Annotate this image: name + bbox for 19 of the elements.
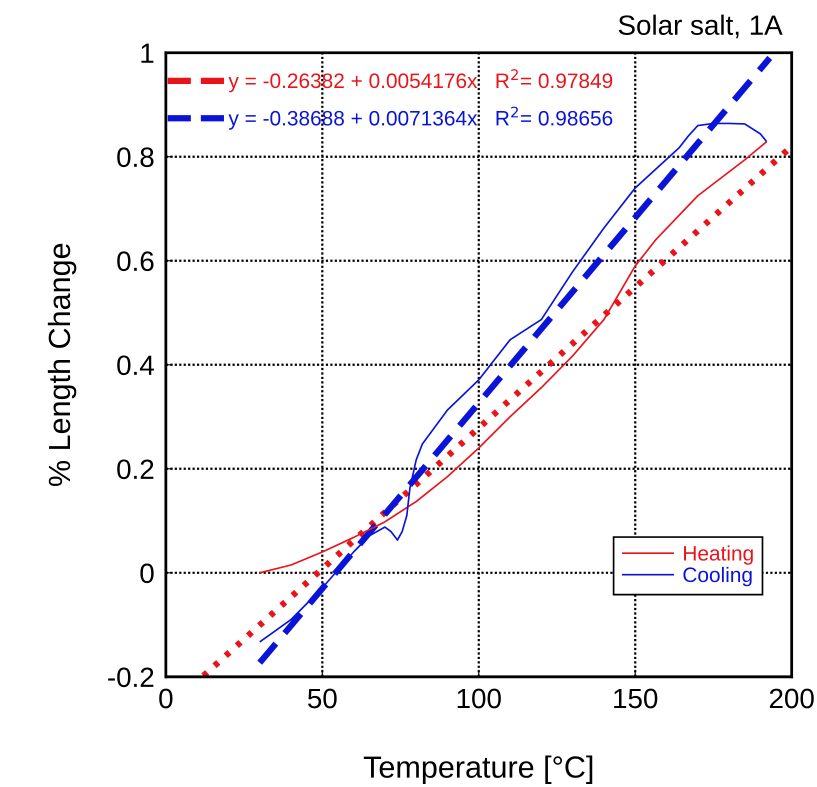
y-tick-label: 0.2: [117, 459, 154, 480]
y-tick-label: 0.8: [117, 147, 154, 168]
x-tick-label: 200: [770, 688, 814, 708]
x-tick-label: 0: [159, 688, 172, 708]
y-tick-label: 0.6: [117, 251, 154, 272]
x-axis-title: Temperature [°C]: [364, 755, 592, 784]
x-tick-label: 50: [308, 688, 337, 708]
legend-label: Heating: [684, 545, 753, 565]
y-axis-title: % Length Change: [48, 244, 76, 486]
annotation: y = -0.38688 + 0.0071364x R$^{2}$= 0.98656: [228, 106, 612, 130]
y-tick-label: -0.2: [108, 667, 154, 688]
y-tick-label: 1: [141, 44, 154, 63]
annotation: y = -0.26382 + 0.0054176x R$^{2}$= 0.97849: [228, 69, 612, 92]
legend-label: Cooling: [683, 566, 752, 586]
x-tick-label: 150: [614, 688, 658, 708]
y-tick-label: 0.4: [117, 355, 154, 376]
y-tick-label: 0: [140, 563, 154, 584]
x-tick-label: 100: [458, 688, 501, 708]
chart-title: Solar salt, 1A: [618, 14, 783, 38]
